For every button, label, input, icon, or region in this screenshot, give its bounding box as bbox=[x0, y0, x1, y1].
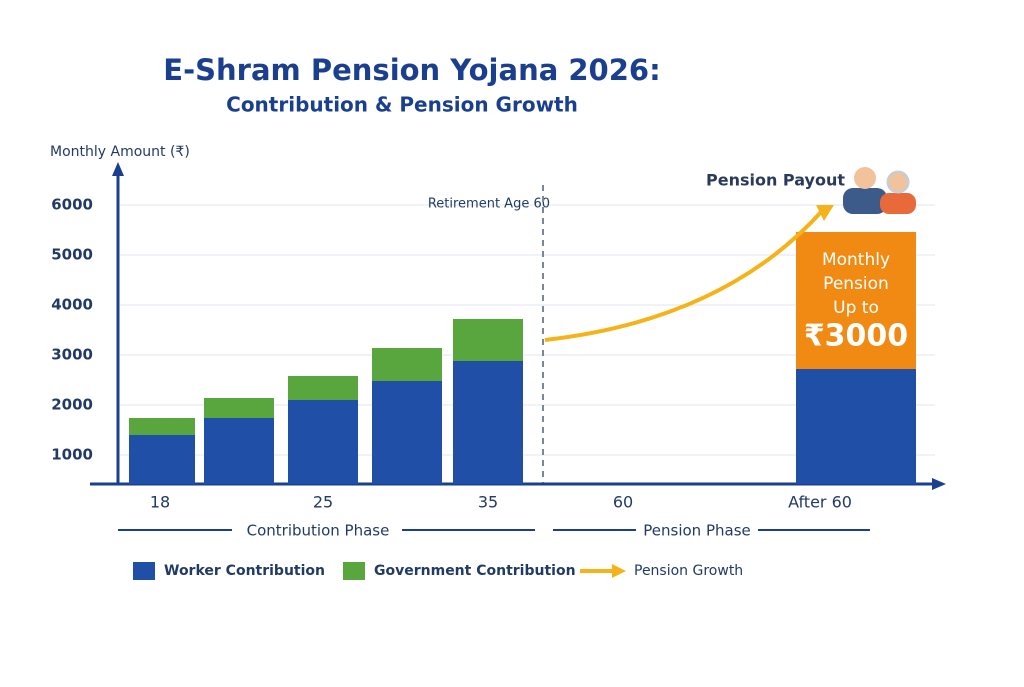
y-tick-label: 4000 bbox=[51, 296, 93, 314]
retirement-label: Retirement Age 60 bbox=[428, 197, 550, 212]
y-tick-label: 6000 bbox=[51, 196, 93, 214]
payout-label: Pension Payout bbox=[706, 171, 845, 190]
growth-arrowhead bbox=[816, 205, 834, 221]
bar-segment bbox=[372, 381, 442, 484]
x-tick-label: 60 bbox=[613, 493, 633, 512]
chart-subtitle: Contribution & Pension Growth bbox=[226, 93, 578, 117]
x-tick-label: After 60 bbox=[788, 493, 852, 512]
legend-arrowhead bbox=[612, 564, 626, 578]
y-axis-arrow bbox=[112, 162, 124, 176]
x-tick-label: 25 bbox=[313, 493, 333, 512]
bar-segment bbox=[129, 435, 195, 484]
bar-segment bbox=[288, 376, 358, 400]
y-tick-label: 1000 bbox=[51, 446, 93, 464]
y-tick-label: 3000 bbox=[51, 346, 93, 364]
bar-segment bbox=[288, 400, 358, 484]
growth-line bbox=[544, 209, 824, 342]
legend-label: Worker Contribution bbox=[164, 563, 325, 579]
legend-swatch bbox=[343, 562, 365, 580]
bar-segment bbox=[796, 369, 916, 484]
pension-box-text: Pension bbox=[823, 274, 889, 294]
x-axis-arrow bbox=[932, 478, 946, 490]
bar-segment bbox=[453, 319, 523, 361]
bar-segment bbox=[372, 348, 442, 381]
pension-box-text: Up to bbox=[833, 298, 879, 318]
y-tick-label: 5000 bbox=[51, 246, 93, 264]
legend-label: Pension Growth bbox=[634, 563, 743, 579]
bar-segment bbox=[453, 361, 523, 484]
bar-segment bbox=[129, 418, 195, 435]
x-tick-label: 18 bbox=[150, 493, 170, 512]
chart-title: E-Shram Pension Yojana 2026: bbox=[163, 53, 660, 87]
phase-label: Pension Phase bbox=[643, 522, 750, 540]
pension-box-amount: ₹3000 bbox=[804, 319, 908, 354]
pension-box bbox=[796, 232, 916, 369]
x-tick-label: 35 bbox=[478, 493, 498, 512]
bar-segment bbox=[204, 398, 274, 418]
elderly-icon bbox=[843, 167, 916, 214]
legend-label: Government Contribution bbox=[374, 563, 576, 579]
y-axis-label: Monthly Amount (₹) bbox=[50, 144, 190, 160]
phase-label: Contribution Phase bbox=[247, 522, 390, 540]
y-tick-label: 2000 bbox=[51, 396, 93, 414]
pension-box-text: Monthly bbox=[822, 250, 890, 270]
legend-swatch bbox=[133, 562, 155, 580]
bar-segment bbox=[204, 418, 274, 484]
